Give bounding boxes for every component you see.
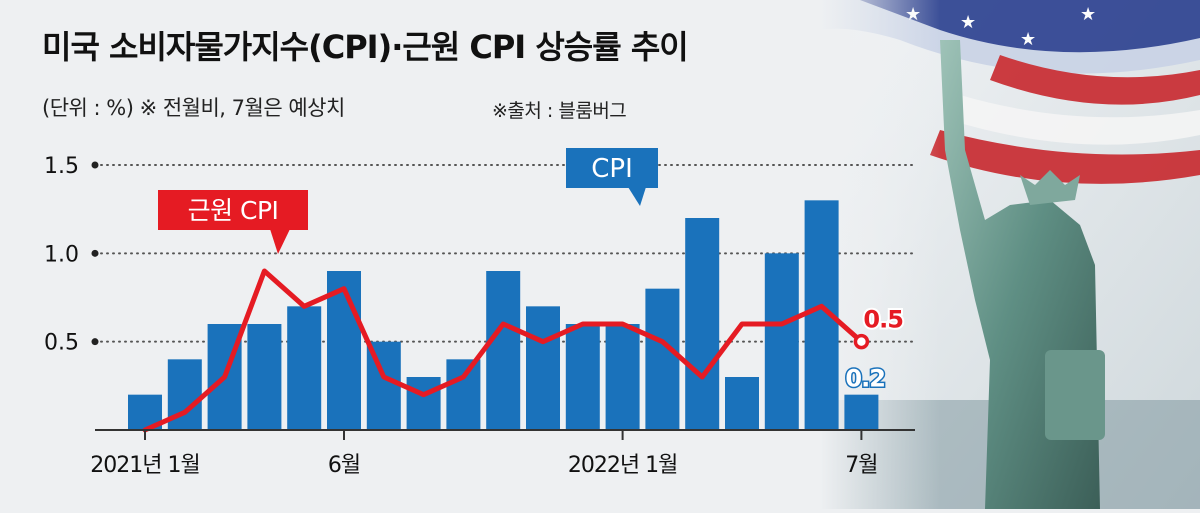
svg-text:★: ★ (1020, 29, 1036, 50)
cpi-bar (526, 306, 560, 430)
gridline-dot (91, 249, 99, 257)
svg-text:★: ★ (1080, 4, 1096, 25)
cpi-bar (764, 253, 799, 430)
x-tick-label: 6월 (328, 453, 360, 478)
chart-labels: CPI 근원 CPI 0.5 0.2 (158, 148, 906, 394)
core-cpi-endpoint (853, 333, 870, 350)
core-callout-box (158, 190, 308, 230)
cpi-bar (565, 324, 600, 430)
cpi-end-label: 0.2 (845, 365, 885, 393)
cpi-bar (605, 324, 640, 430)
core-cpi-end-label: 0.5 (863, 306, 903, 334)
cpi-bar (406, 377, 441, 430)
cpi-bar (645, 288, 680, 430)
cpi-bar (446, 359, 481, 430)
svg-text:★: ★ (960, 12, 976, 33)
core-callout-pointer (270, 229, 290, 254)
cpi-callout-pointer (628, 187, 646, 206)
cpi-bar (287, 306, 322, 430)
cpi-callout-label: CPI (591, 154, 633, 184)
gridline-dot (91, 338, 99, 346)
gridline-dot (91, 161, 99, 169)
x-axis: 2021년 1월 6월 2022년 1월 7월 (90, 429, 915, 478)
cpi-bar (486, 271, 521, 430)
cpi-bars (128, 200, 879, 430)
cpi-callout-box (566, 148, 658, 188)
flag-statue-image: ★ ★ ★ ★ (820, 0, 1200, 509)
cpi-bar (327, 271, 361, 430)
core-cpi-line (142, 268, 870, 433)
x-tick-label: 2022년 1월 (568, 453, 677, 478)
cpi-bar (247, 324, 282, 430)
unit-note: (단위 : %) ※ 전월비, 7월은 예상치 (42, 96, 345, 120)
y-tick-label: 0.5 (44, 331, 79, 356)
y-tick-label: 1.5 (44, 154, 79, 179)
cpi-bar (725, 377, 759, 430)
y-tick-label: 1.0 (44, 242, 79, 267)
chart-title: 미국 소비자물가지수(CPI)·근원 CPI 상승률 추이 (42, 28, 689, 66)
x-tick-label: 2021년 1월 (90, 453, 199, 478)
x-tick-label: 7월 (845, 453, 877, 478)
core-cpi-polyline (142, 268, 864, 433)
core-callout-label: 근원 CPI (188, 196, 279, 225)
cpi-bar (844, 394, 879, 430)
source-note: ※출처 : 블룸버그 (492, 100, 627, 122)
cpi-bar (685, 218, 720, 430)
